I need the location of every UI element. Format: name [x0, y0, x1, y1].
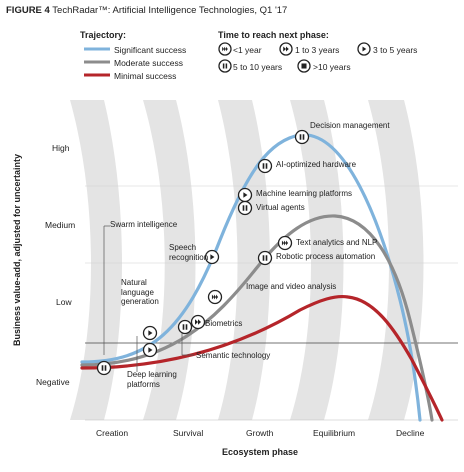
legend-5-to-10-years: 5 to 10 years: [233, 62, 283, 72]
y-axis-title: Business value-add, adjusted for uncerta…: [12, 153, 22, 347]
label-semantic-technology: Semantic technology: [196, 351, 271, 360]
time-legend-title: Time to reach next phase:: [218, 30, 329, 40]
x-tick-growth: Growth: [246, 428, 274, 438]
label-image-video-analysis: Image and video analysis: [246, 282, 337, 291]
x-tick-equilibrium: Equilibrium: [313, 428, 356, 438]
y-tick-medium: Medium: [45, 220, 76, 230]
figure-number: FIGURE 4: [6, 5, 50, 16]
marker-speech-recognition: [204, 249, 220, 265]
legend-3-to-5-years: 3 to 5 years: [373, 45, 418, 55]
label-swarm-intelligence: Swarm intelligence: [110, 220, 178, 229]
label-speech-recognition: Speech recognition: [169, 243, 209, 262]
label-virtual-agents: Virtual agents: [256, 203, 305, 212]
legend-1-to-3-years: 1 to 3 years: [295, 45, 340, 55]
marker-decision-management: [294, 129, 310, 145]
marker-natural-language-generation: [142, 325, 158, 341]
label-ai-optimized-hardware: AI-optimized hardware: [276, 160, 357, 169]
phase-band-4: [290, 100, 344, 420]
legend-fast-forward-icon: [218, 42, 232, 56]
marker-ai-optimized-hardware: [257, 158, 273, 174]
figure-title: FIGURE 4 TechRadar™: Artificial Intellig…: [6, 5, 287, 16]
x-tick-creation: Creation: [96, 428, 129, 438]
legend-swatches: [84, 42, 371, 77]
marker-robotic-process-automation: [257, 250, 273, 266]
legend-minimal-success: Minimal success: [114, 71, 177, 81]
legend-stop-icon: [297, 59, 311, 73]
figure-title-text: TechRadar™: Artificial Intelligence Tech…: [52, 5, 288, 16]
marker-semantic-technology: [177, 319, 193, 335]
x-tick-survival: Survival: [173, 428, 204, 438]
phase-band-3: [218, 100, 270, 420]
marker-text-analytics-and-nlp: [277, 235, 293, 251]
trajectory-legend-title: Trajectory:: [80, 30, 127, 40]
x-tick-decline: Decline: [396, 428, 425, 438]
legend-play-icon: [357, 42, 371, 56]
y-tick-high: High: [52, 143, 70, 153]
marker-swarm-intelligence-marker: [96, 360, 112, 376]
x-axis-title: Ecosystem phase: [222, 447, 299, 457]
marker-image-and-video-analysis: [207, 289, 223, 305]
leader-lines: [103, 225, 194, 372]
label-machine-learning-platforms: Machine learning platforms: [256, 189, 353, 198]
label-natural-language-generation: Natural language generation: [121, 278, 159, 306]
label-biometrics: Biometrics: [205, 319, 243, 328]
label-deep-learning-platforms: Deep learning platforms: [127, 370, 177, 389]
legend-moderate-success: Moderate success: [114, 58, 183, 68]
legend-more-than-10-years: >10 years: [313, 62, 351, 72]
legend-less-than-1-year: <1 year: [233, 45, 262, 55]
marker-biometrics: [190, 314, 206, 330]
grid-lines: [85, 185, 458, 421]
legend-pause-icon: [218, 59, 232, 73]
phase-band-1: [70, 100, 122, 420]
minimal-success-curve: [80, 294, 444, 422]
y-tick-negative: Negative: [36, 377, 70, 387]
legend-significant-success: Significant success: [114, 45, 187, 55]
y-tick-low: Low: [56, 297, 72, 307]
marker-machine-learning-platforms: [237, 187, 253, 203]
label-robotic-process-automation: Robotic process automation: [276, 252, 376, 261]
marker-virtual-agents: [237, 200, 253, 216]
technology-markers: [96, 129, 310, 376]
label-text-analytics-nlp: Text analytics and NLP: [296, 238, 378, 247]
marker-deep-learning-platforms: [142, 342, 158, 358]
label-decision-management: Decision management: [310, 121, 390, 130]
legend-double-play-icon: [279, 42, 293, 56]
